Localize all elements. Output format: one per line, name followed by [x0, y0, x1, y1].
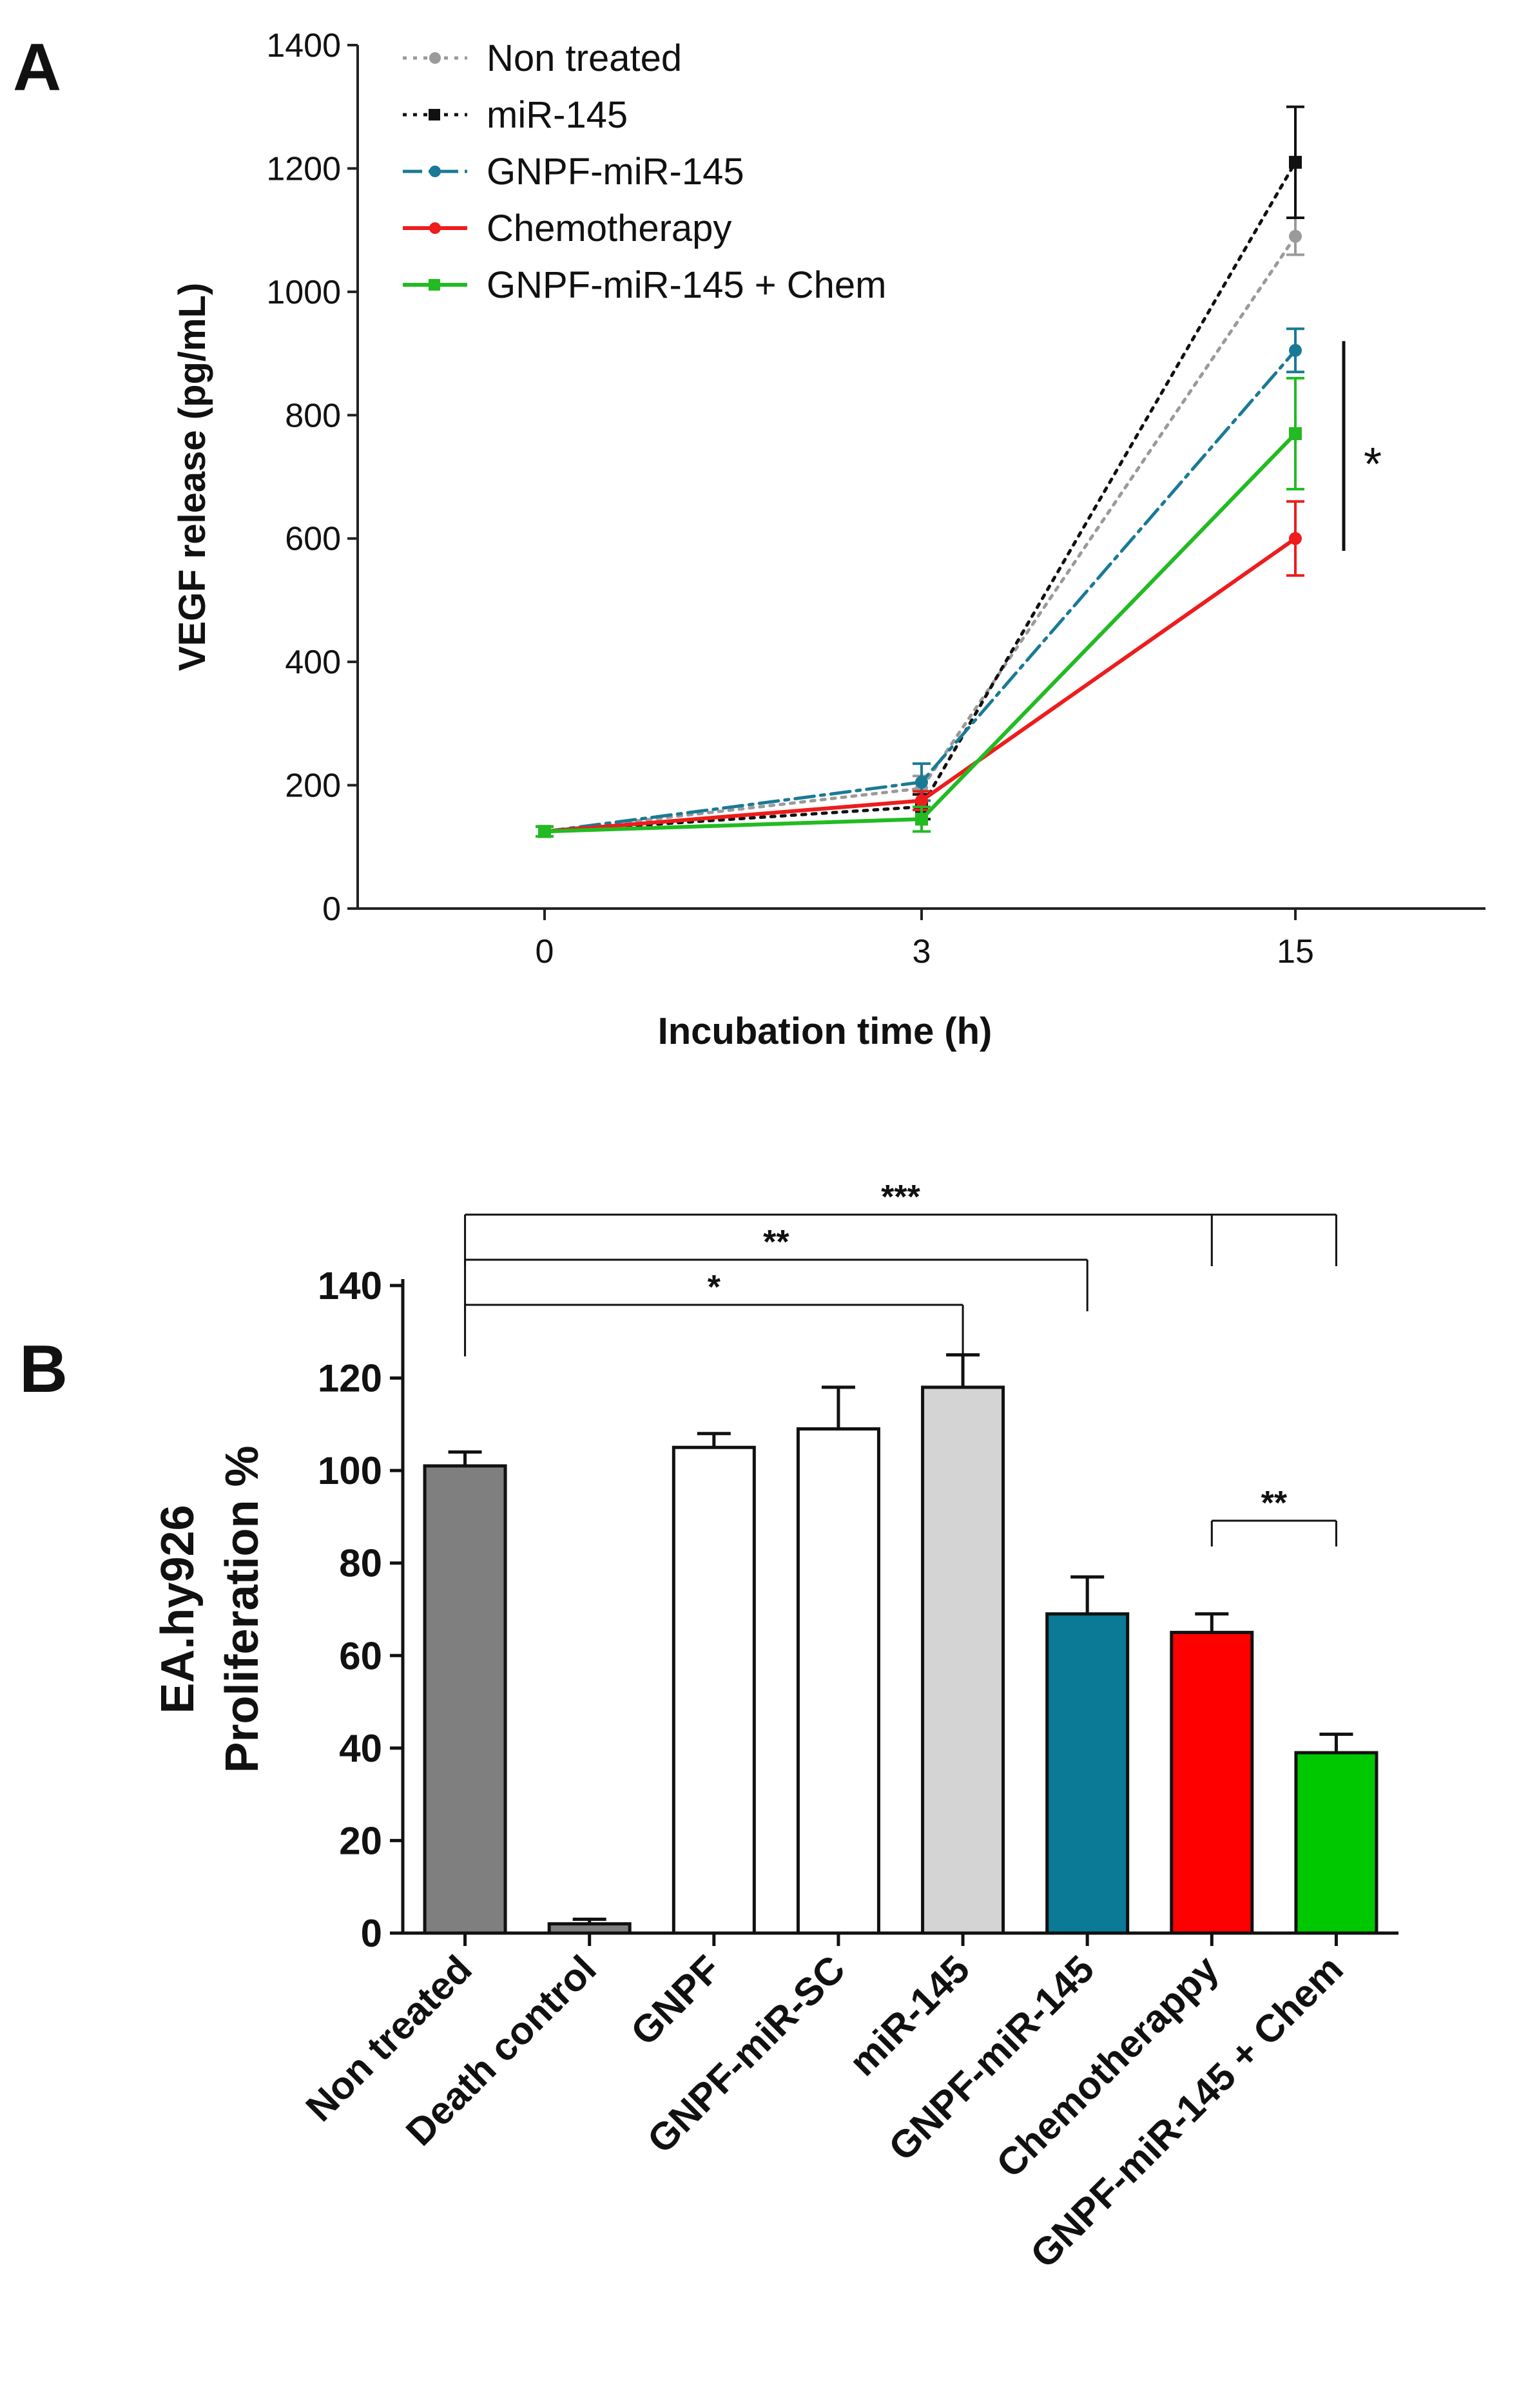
data-point	[1289, 343, 1302, 357]
panel-b-y-tick-label: 140	[318, 1264, 382, 1307]
data-point	[1289, 229, 1302, 243]
panel-b-y-tick-label: 60	[339, 1634, 382, 1677]
sig-bracket: **	[1210, 1485, 1337, 1546]
series-gnpf-mir-145	[536, 327, 1304, 838]
panel-a-x-tick-label: 3	[913, 933, 931, 970]
bar-group-death-control	[547, 1917, 632, 1935]
data-point	[915, 794, 928, 807]
panel-a-axes: 0 200 400 600 800 1000 1200 1400 0 3 15	[266, 27, 1485, 970]
sig-label: *	[708, 1269, 721, 1306]
panel-a-y-tick-label: 1200	[266, 150, 341, 188]
panel-b-y-axis-label: EA.hy926 Proliferation %	[152, 1445, 268, 1773]
panel-b-y-axis-label-line: EA.hy926	[152, 1505, 204, 1713]
panel-a-y-tick-label: 400	[285, 644, 341, 681]
legend-item-gnpf-mir-145-chem: GNPF-miR-145 + Chem	[403, 264, 886, 306]
panel-a-line-chart: A 0 200 400 600 800 1000 1200 1400 0 3 15 Non trea…	[13, 27, 1485, 1052]
legend-marker	[429, 109, 440, 120]
sig-label: **	[1261, 1485, 1288, 1522]
data-point	[1289, 155, 1302, 169]
line-non-treated	[543, 235, 1297, 833]
line-gnpf-mir-145-chem	[543, 432, 1297, 834]
bar-non-treated	[423, 1464, 507, 1935]
panel-a-letter: A	[13, 30, 61, 105]
bar-group-non-treated	[423, 1450, 507, 1935]
panel-b-y-tick-label: 120	[318, 1357, 382, 1400]
bar-group-gnpf-mir-145	[1045, 1575, 1130, 1935]
legend-marker	[429, 222, 441, 234]
sig-label: ***	[881, 1179, 920, 1216]
legend-item-chemotherapy: Chemotherapy	[403, 207, 731, 249]
panel-a-y-tick-label: 0	[322, 891, 341, 928]
legend-item-mir-145: miR-145	[403, 94, 628, 136]
panel-a-x-tick-label: 15	[1277, 933, 1314, 970]
legend-item-non-treated: Non treated	[403, 37, 682, 79]
panel-b-x-tick-label: Chemotherappy	[988, 1947, 1227, 2186]
panel-b-letter: B	[19, 1332, 68, 1407]
data-point	[538, 825, 551, 838]
bar-group-gnpf	[672, 1432, 756, 1935]
bar-group-mir-145	[921, 1353, 1005, 1935]
panel-b-y-tick-label: 0	[361, 1912, 382, 1955]
bar-group-chemotherappy	[1170, 1612, 1254, 1935]
series-gnpf-mir-145-chem	[536, 376, 1304, 838]
legend-label: GNPF-miR-145	[487, 151, 744, 193]
legend-label: Non treated	[487, 37, 682, 79]
panel-b-significance: ********	[464, 1179, 1337, 1546]
bar-group-gnpf-mir-145-chem	[1294, 1732, 1379, 1935]
panel-a-x-axis-label: Incubation time (h)	[658, 1010, 992, 1052]
panel-a-y-tick-label: 1000	[266, 274, 341, 311]
panel-b-bars	[423, 1353, 1379, 1935]
sig-bracket: ***	[464, 1179, 1337, 1266]
panel-a-x-tick-label: 0	[536, 933, 554, 970]
legend-marker	[429, 279, 440, 291]
sig-bracket: *	[464, 1269, 964, 1356]
significance-star: *	[1364, 439, 1382, 490]
data-point	[1289, 532, 1302, 545]
line-mir-145	[543, 160, 1297, 833]
legend-label: miR-145	[487, 94, 628, 136]
panel-a-y-tick-label: 200	[285, 767, 341, 805]
panel-a-significance: *	[1342, 341, 1382, 551]
panel-b-x-tick-label: GNPF	[623, 1947, 729, 2054]
panel-b-y-tick-label: 100	[318, 1449, 382, 1492]
bar-gnpf-mir-sc	[796, 1427, 880, 1935]
sig-label: **	[763, 1224, 789, 1261]
bar-mir-145	[921, 1385, 1005, 1935]
series-non-treated	[536, 217, 1304, 838]
panel-a-series	[536, 105, 1304, 838]
data-point	[1289, 427, 1302, 440]
panel-b-y-tick-label: 20	[339, 1819, 382, 1862]
legend-label: GNPF-miR-145 + Chem	[487, 264, 886, 306]
panel-b-y-tick-label: 40	[339, 1727, 382, 1770]
panel-a-y-tick-label: 800	[285, 397, 341, 434]
panel-a-legend: Non treated miR-145 GNPF-miR-145 Chemothera…	[403, 37, 886, 306]
bar-group-gnpf-mir-sc	[796, 1385, 880, 1935]
data-point	[915, 813, 928, 826]
legend-marker	[429, 166, 441, 177]
line-gnpf-mir-145	[543, 349, 1297, 833]
panel-b-y-tick-label: 80	[339, 1542, 382, 1585]
panel-b-y-axis-label-line: Proliferation %	[217, 1445, 268, 1773]
bar-chemotherappy	[1170, 1630, 1254, 1935]
legend-item-gnpf-mir-145: GNPF-miR-145	[403, 151, 744, 193]
legend-label: Chemotherapy	[487, 207, 731, 249]
bar-gnpf-mir-145-chem	[1294, 1751, 1379, 1935]
panel-a-y-axis-label: VEGF release (pg/mL)	[171, 283, 213, 671]
bar-death-control	[547, 1922, 632, 1935]
legend-marker	[429, 52, 441, 64]
panel-a-y-tick-label: 1400	[266, 27, 341, 64]
panel-a-y-tick-label: 600	[285, 521, 341, 558]
sig-bracket: **	[464, 1224, 1088, 1311]
bar-gnpf-mir-145	[1045, 1612, 1130, 1935]
data-point	[915, 775, 928, 789]
bar-gnpf	[672, 1445, 756, 1935]
